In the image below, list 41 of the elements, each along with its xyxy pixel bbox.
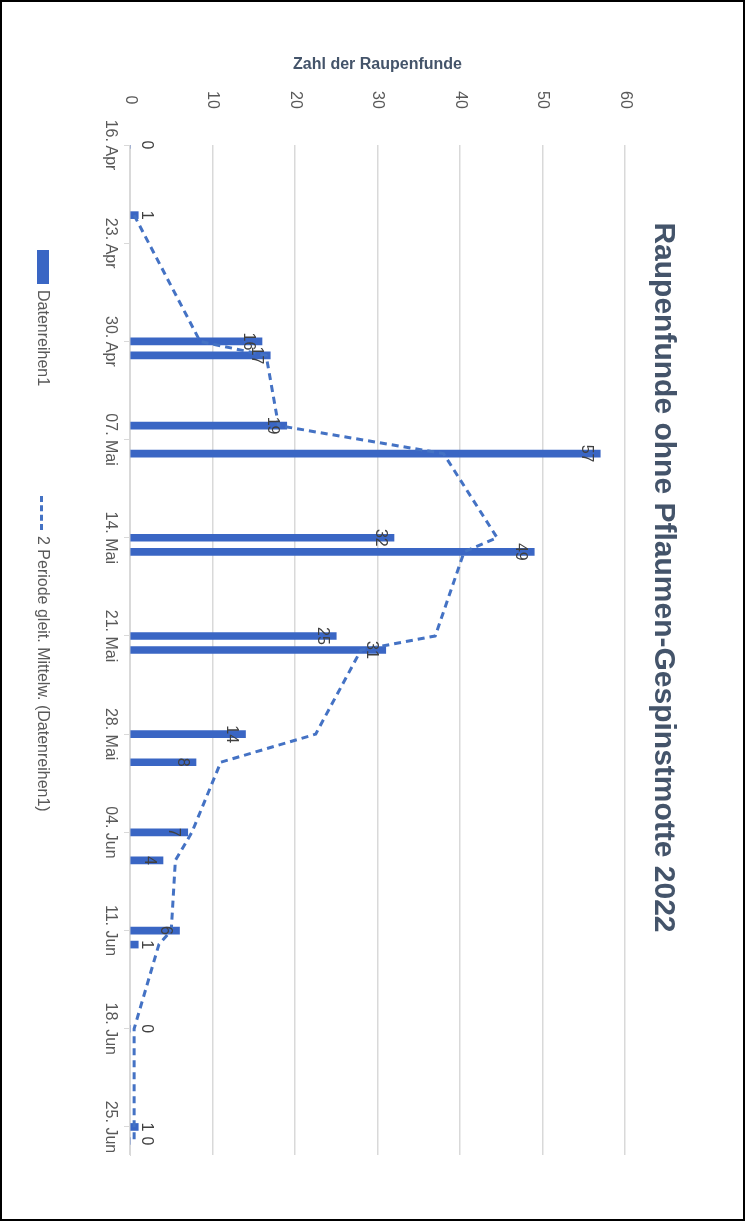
x-tick-label: 40 (452, 91, 470, 109)
data-label: 0 (138, 140, 156, 150)
data-label: 25 (314, 627, 332, 645)
y-tick-label: 16. Apr (102, 119, 120, 172)
bar (130, 940, 139, 949)
y-tick-label: 14. Mai (102, 511, 120, 565)
data-label: 19 (265, 416, 283, 435)
data-label: 1 (138, 210, 156, 220)
data-label: 0 (138, 1136, 156, 1146)
data-label: 4 (141, 855, 159, 865)
bar (130, 758, 197, 767)
data-label: 8 (174, 757, 192, 767)
y-tick-label: 21. Mai (102, 609, 120, 663)
y-tick-label: 23. Apr (102, 217, 120, 270)
y-tick-label: 07. Mai (102, 413, 120, 466)
data-label: 7 (166, 827, 184, 837)
data-label: 1 (138, 940, 156, 950)
x-tick-label: 60 (617, 91, 635, 109)
x-tick-label: 20 (287, 91, 305, 109)
y-tick-label: 11. Jun (102, 904, 120, 957)
y-tick-label: 04. Jun (102, 806, 120, 859)
text: Raupenfunde ohne Pflaumen-Gespinstmotte 2022 (648, 222, 682, 933)
data-label: 14 (224, 725, 242, 744)
x-axis-title: Zahl der Raupenfunde (293, 55, 463, 73)
legend-label: Datenreihen1 (34, 290, 52, 387)
y-tick-label: 28. Mai (102, 707, 120, 761)
data-label: 1 (138, 1122, 156, 1132)
legend-label: 2 Periode gleit. Mittelw. (Datenreihen1) (34, 536, 52, 812)
data-label: 31 (364, 641, 382, 659)
data-label: 49 (512, 542, 530, 561)
data-label: 6 (158, 926, 176, 936)
data-label: 32 (372, 528, 390, 547)
data-label: 0 (138, 1024, 156, 1034)
y-tick-label: 25. Jun (102, 1100, 120, 1154)
y-tick-label: 30. Apr (102, 316, 120, 368)
x-tick-label: 50 (535, 91, 553, 109)
y-tick-label: 18. Jun (102, 1002, 120, 1055)
x-tick-label: 0 (122, 95, 140, 105)
x-tick-label: 10 (205, 91, 223, 109)
x-tick-label: 30 (370, 91, 388, 109)
data-label: 57 (578, 444, 596, 463)
